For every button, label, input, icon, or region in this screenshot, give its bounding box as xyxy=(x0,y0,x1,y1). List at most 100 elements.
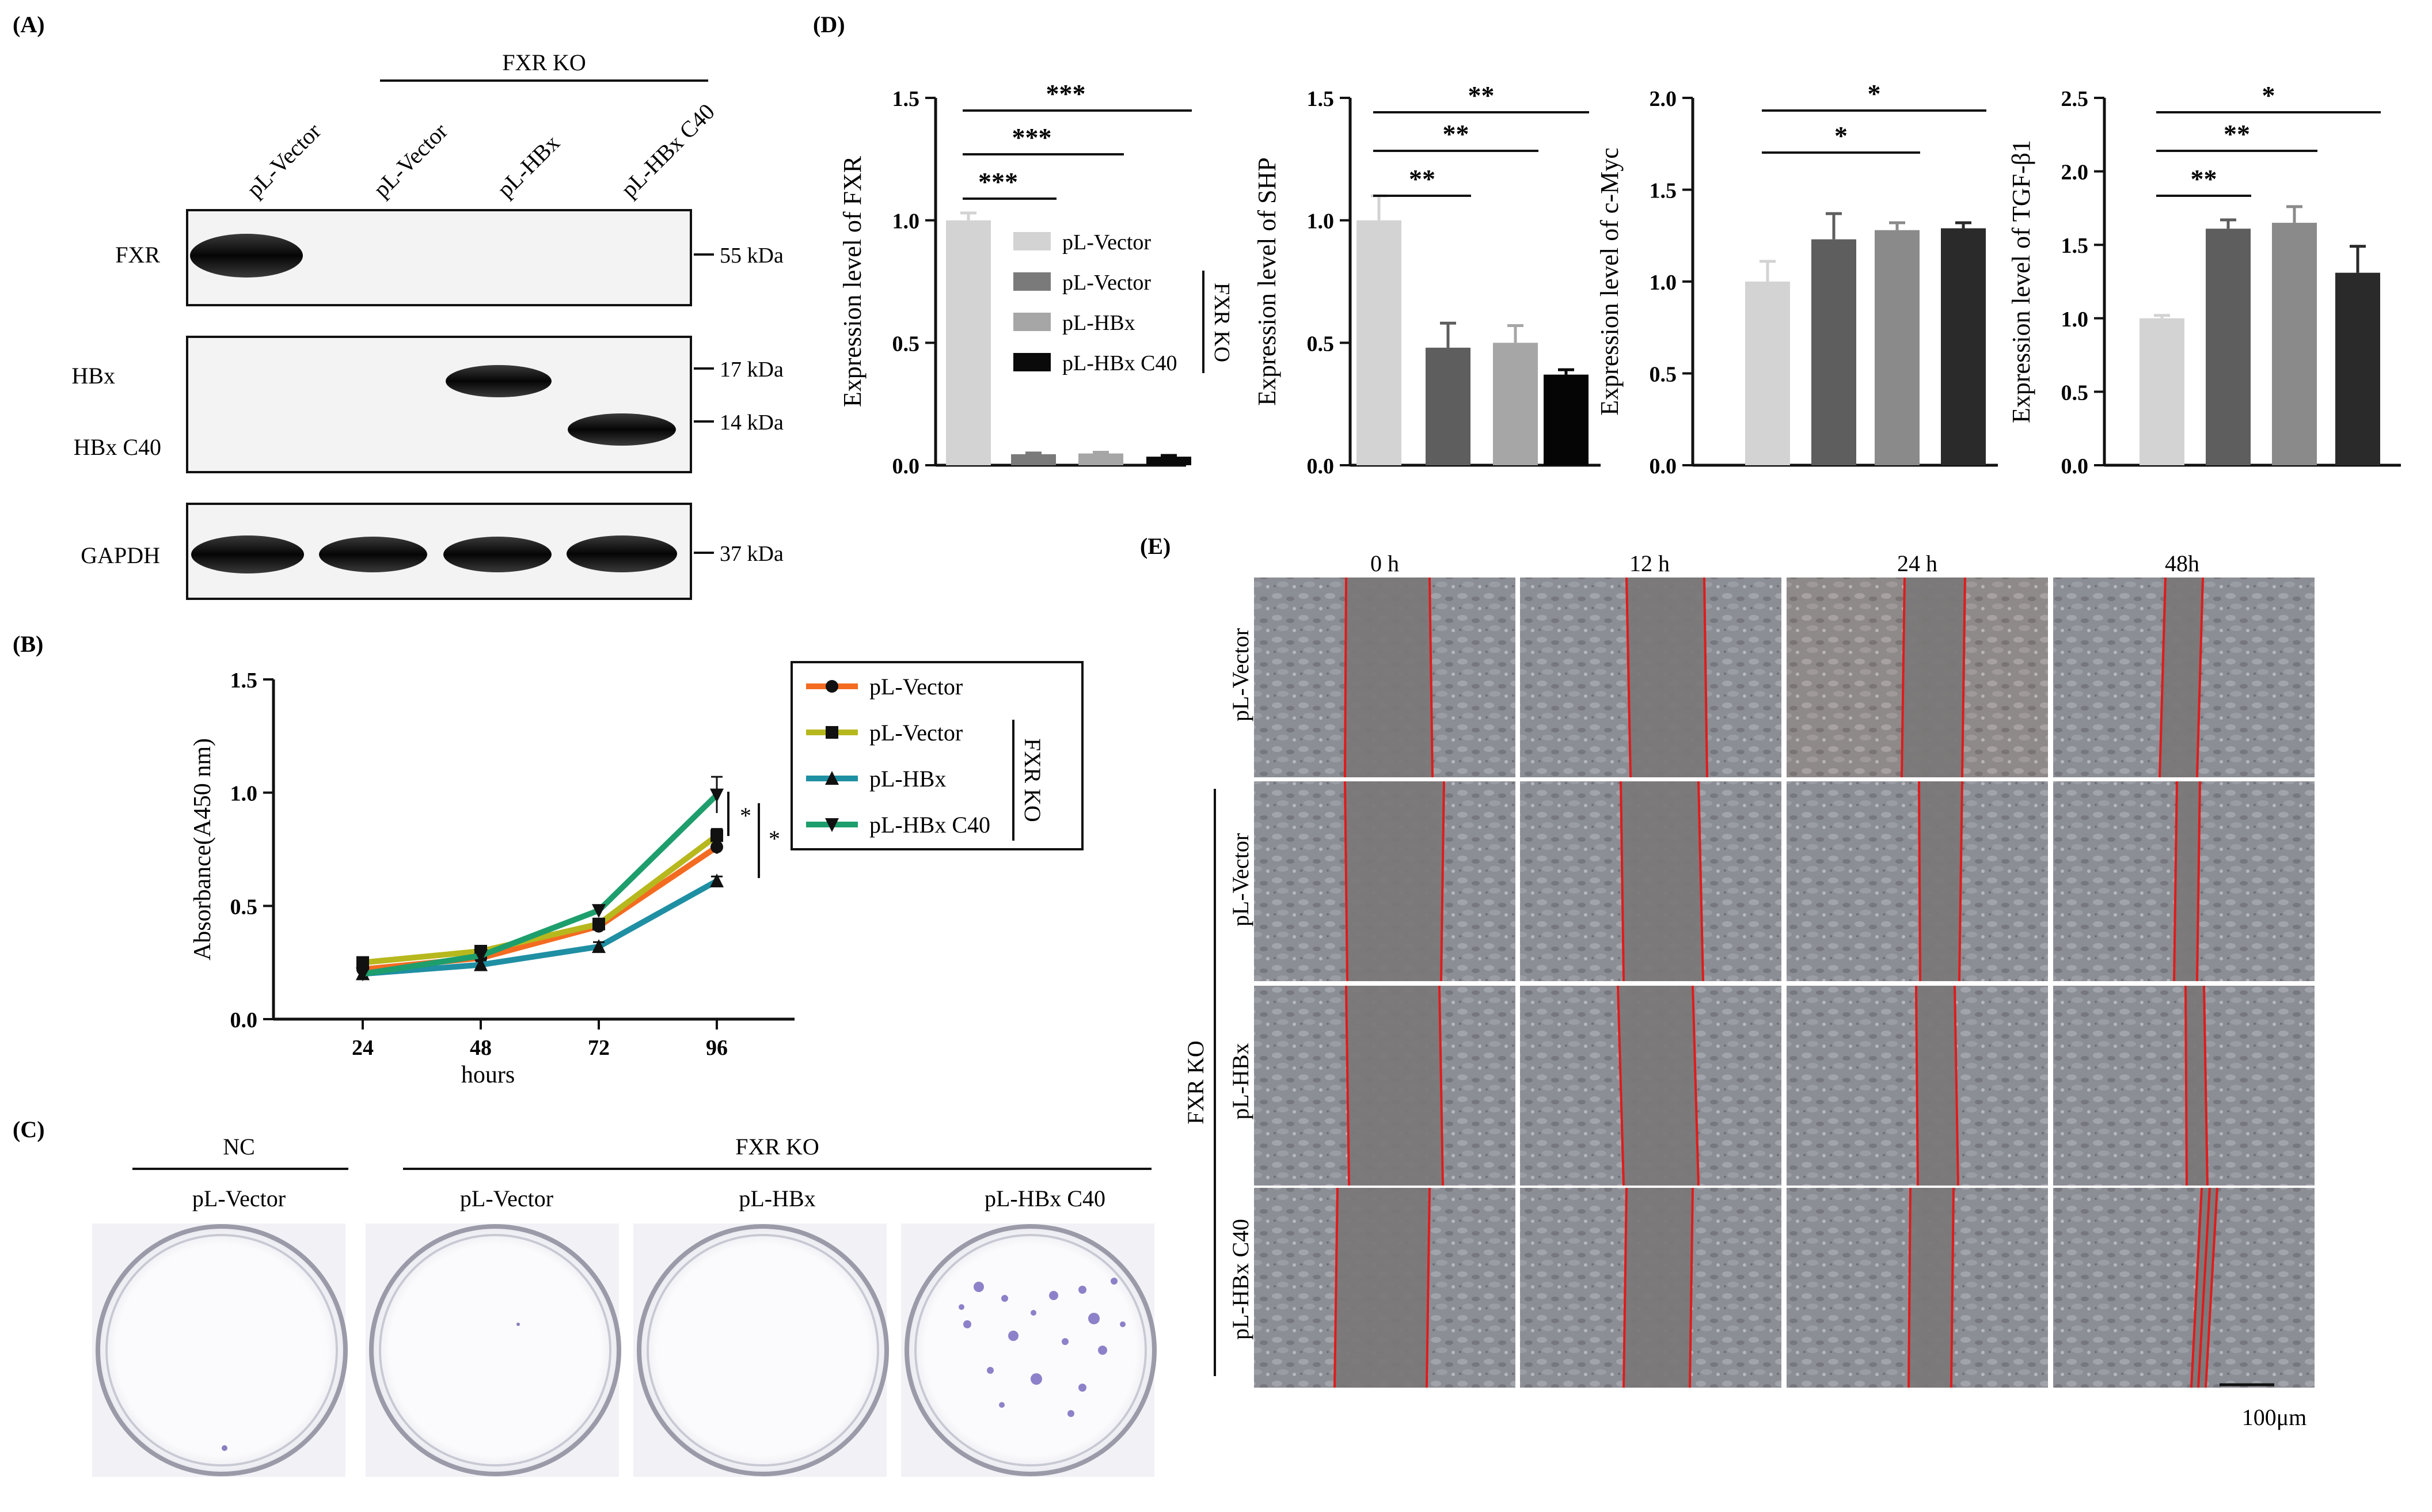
y-axis-title: Expression level of FXR xyxy=(838,155,867,407)
marker-14kda: 14 kDa xyxy=(720,411,784,435)
legend-swatch xyxy=(1013,353,1051,371)
y-tick-label: 0.0 xyxy=(2061,454,2089,478)
wound-gap xyxy=(1335,1188,1430,1388)
wound-edge-line xyxy=(2173,781,2178,982)
series-line xyxy=(362,793,719,977)
y-tick-label: 1.5 xyxy=(1650,179,1677,203)
bar xyxy=(1426,347,1470,465)
panel-b: (B) 0.0 0.5 1.0 1.5 24 48 72 96 hours Absorbance(… xyxy=(13,631,1084,1088)
bar xyxy=(2335,272,2380,465)
y-tick-label: 1.0 xyxy=(1650,271,1677,295)
x-tick-label: 24 xyxy=(352,1036,374,1060)
gapdh-band xyxy=(319,537,427,572)
wound-gap xyxy=(1345,578,1432,777)
sig-stars: * xyxy=(2262,81,2275,110)
panel-a-label: (A) xyxy=(13,12,45,37)
legend-label: pL-HBx xyxy=(869,766,946,792)
marker-37kda: 37 kDa xyxy=(720,542,784,566)
wound-gap xyxy=(1621,781,1703,981)
wound-edge-line xyxy=(1915,985,1919,1186)
timepoint-label: 12 h xyxy=(1629,550,1670,576)
wound-edge-line xyxy=(2184,985,2188,1186)
y-tick-label: 0.0 xyxy=(230,1008,258,1032)
sig-star: * xyxy=(740,803,751,829)
wound-edge-line xyxy=(2196,577,2204,778)
y-tick-label: 0.5 xyxy=(1650,363,1677,387)
dish-label: pL-HBx xyxy=(739,1186,815,1211)
wound-edge-line xyxy=(1426,1187,1431,1388)
scratch-image xyxy=(1787,781,2048,981)
wound-gap xyxy=(1902,578,1965,777)
colony-dish-ko-vector xyxy=(366,1224,621,1477)
y-tick-label: 2.0 xyxy=(1650,87,1677,111)
timepoint-label: 48h xyxy=(2165,550,2199,576)
tgfb1-bar-chart: 0.0 0.5 1.0 1.5 2.0 2.5 Expression level of TG… xyxy=(2007,81,2401,478)
y-tick-label: 0.5 xyxy=(1307,332,1335,356)
sig-stars: *** xyxy=(978,167,1018,196)
y-tick-label: 1.0 xyxy=(1307,210,1335,234)
blot-label-hbx-c40: HBx C40 xyxy=(74,434,161,460)
wound-gap xyxy=(1909,1188,1954,1388)
bar xyxy=(1811,239,1856,465)
hbx-c40-band xyxy=(568,413,676,446)
wound-gap xyxy=(1618,986,1698,1186)
wound-edge-line xyxy=(1345,985,1350,1186)
series-line xyxy=(362,833,719,966)
legend-swatch xyxy=(1013,272,1051,291)
y-tick-label: 1.5 xyxy=(1307,87,1335,111)
row-label: pL-HBx C40 xyxy=(1228,1219,1253,1340)
wound-edge-line xyxy=(2159,577,2167,778)
legend-marker xyxy=(825,771,839,785)
wound-edge-line xyxy=(2205,1187,2218,1388)
wound-edge-line xyxy=(1620,781,1625,982)
wound-edge-line xyxy=(1625,577,1632,778)
y-tick-label: 1.0 xyxy=(2061,307,2089,332)
y-axis-title: Expression level of SHP xyxy=(1253,157,1281,405)
legend-label: pL-HBx xyxy=(1062,311,1135,335)
colony-dish-ko-hbx-c40 xyxy=(901,1224,1157,1477)
y-tick-label: 1.5 xyxy=(892,87,920,111)
y-tick-label: 1.5 xyxy=(230,668,258,693)
y-tick-label: 1.5 xyxy=(2061,234,2089,258)
wound-gap xyxy=(1916,986,1958,1186)
y-tick-label: 0.0 xyxy=(892,454,920,478)
y-tick-label: 2.5 xyxy=(2061,87,2089,111)
sig-stars: ** xyxy=(1409,164,1435,193)
wound-edge-line xyxy=(1918,781,1921,982)
legend-swatch xyxy=(1013,232,1051,250)
sig-stars: ** xyxy=(1468,81,1495,110)
legend-label: pL-HBx C40 xyxy=(869,812,990,838)
timepoint-label: 0 h xyxy=(1370,550,1399,576)
fxr-bar-chart: 0.0 0.5 1.0 1.5 Expression level of FXR *** **… xyxy=(838,79,1192,478)
y-tick-label: 0.0 xyxy=(1307,454,1335,478)
scratch-image xyxy=(2053,1188,2315,1388)
bar xyxy=(1011,454,1056,465)
x-tick-label: 48 xyxy=(470,1036,492,1060)
wound-gap xyxy=(2186,986,2207,1186)
wound-edge-line xyxy=(1950,1187,1955,1388)
panel-d-legend: pL-Vector pL-Vector pL-HBx pL-HBx C40 FX… xyxy=(1013,230,1234,375)
bar xyxy=(1146,457,1191,465)
wound-gap xyxy=(1624,1188,1693,1388)
bar xyxy=(1356,220,1401,465)
wound-gap xyxy=(1345,781,1444,981)
wound-edge-line xyxy=(1440,781,1445,982)
bar xyxy=(1941,228,1986,465)
data-point xyxy=(710,788,724,803)
y-tick-label: 1.0 xyxy=(230,782,258,806)
wound-gap xyxy=(1346,986,1443,1186)
wound-edge-line xyxy=(1344,781,1348,982)
lane-label: pL-HBx C40 xyxy=(616,98,720,202)
lane-label: pL-Vector xyxy=(368,118,453,202)
y-tick-label: 1.0 xyxy=(892,210,920,234)
gapdh-band xyxy=(191,535,304,573)
bar xyxy=(2272,222,2317,465)
wound-gap xyxy=(1627,578,1707,777)
series-line xyxy=(362,878,719,977)
y-tick-label: 0.5 xyxy=(2061,381,2089,405)
data-point xyxy=(474,949,488,963)
sig-stars: ** xyxy=(2191,164,2217,193)
fxr-band xyxy=(190,234,303,278)
data-point xyxy=(356,956,369,969)
panel-b-label: (B) xyxy=(13,631,43,657)
